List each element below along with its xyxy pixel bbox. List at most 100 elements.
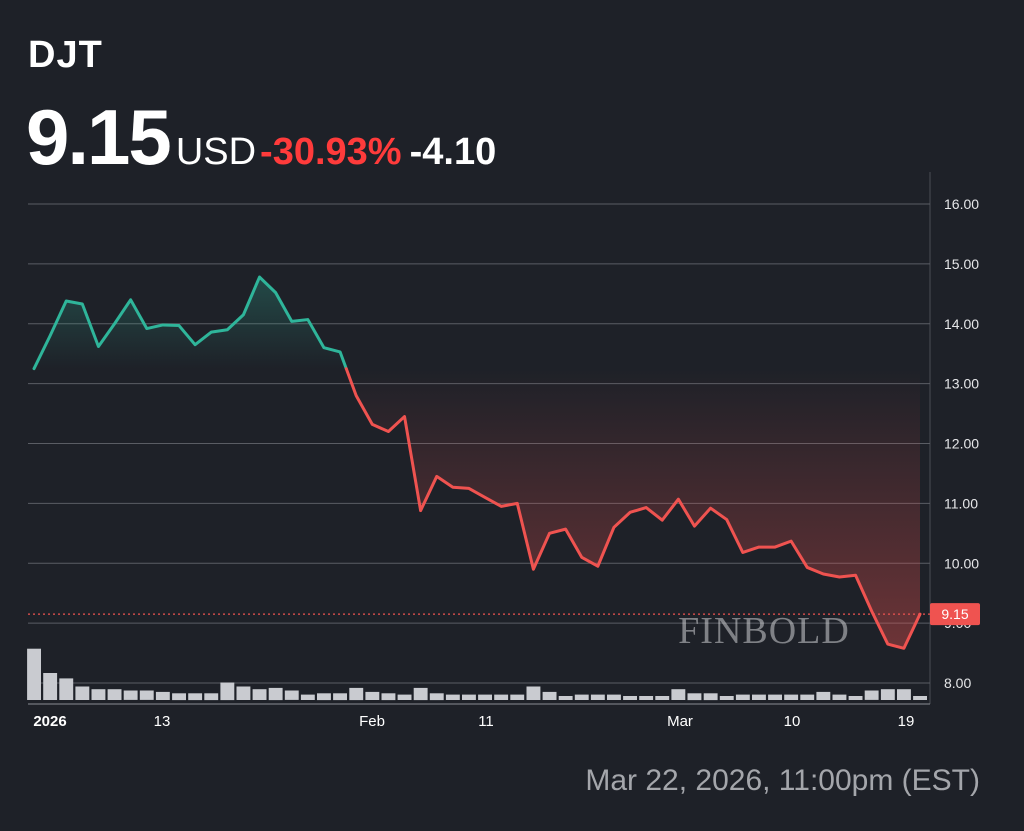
y-tick-label: 11.00 <box>944 495 978 511</box>
price-point <box>661 518 664 522</box>
price-point <box>258 275 261 279</box>
volume-bar <box>558 696 573 700</box>
volume-bar <box>735 694 750 700</box>
price-point <box>403 415 406 418</box>
volume-bar <box>284 690 299 700</box>
volume-bar <box>252 689 267 700</box>
volume-bar <box>526 686 541 700</box>
price-point <box>419 509 422 512</box>
volume-bar <box>832 694 847 700</box>
price-point <box>97 345 100 348</box>
price-point <box>693 524 696 528</box>
price-point <box>451 486 454 489</box>
volume-bar <box>703 693 718 701</box>
volume-bar <box>719 696 734 700</box>
price-point <box>467 487 471 490</box>
loss-area <box>346 368 920 649</box>
x-tick-label: 10 <box>784 713 801 730</box>
volume-bar <box>43 673 58 700</box>
ticker-symbol: DJT <box>28 34 103 76</box>
y-tick-label: 10.00 <box>944 555 979 571</box>
price-point <box>65 299 68 303</box>
price-point <box>355 394 358 397</box>
price-point <box>741 551 744 554</box>
volume-bar <box>671 689 686 700</box>
price-point <box>371 423 374 426</box>
x-tick-label: 11 <box>478 713 494 730</box>
volume-bar <box>349 687 364 701</box>
y-tick-label: 15.00 <box>944 256 979 272</box>
price-point <box>870 610 873 613</box>
price-point <box>483 496 487 499</box>
gain-area <box>34 277 347 369</box>
price-point <box>129 298 132 301</box>
price-point <box>757 545 761 549</box>
price-point <box>274 291 277 294</box>
volume-bar <box>880 689 895 700</box>
price-point <box>677 498 680 501</box>
price-point <box>306 318 310 321</box>
price-point <box>580 556 583 559</box>
change-percent: -30.93% <box>260 131 402 173</box>
volume-bar <box>204 693 219 701</box>
volume-bar <box>139 690 154 700</box>
x-tick-label: 19 <box>898 713 915 730</box>
volume-bar <box>268 687 283 701</box>
price-point <box>145 327 148 330</box>
volume-bar <box>91 689 106 700</box>
volume-bar <box>429 693 444 701</box>
x-tick-label: Feb <box>359 713 385 730</box>
y-tick-label: 16.00 <box>944 196 979 212</box>
price-point <box>516 502 519 505</box>
price-point <box>644 506 648 509</box>
price-point <box>806 566 809 569</box>
volume-bar <box>317 693 331 701</box>
price-point <box>338 350 342 354</box>
price-point <box>210 330 213 334</box>
price-point <box>32 367 36 370</box>
finbold-watermark: FINBOLD <box>678 610 850 652</box>
volume-bar <box>816 691 831 700</box>
volume-bar <box>172 693 186 701</box>
current-price-tag-label: 9.15 <box>941 606 968 622</box>
volume-bar <box>365 691 380 700</box>
price-point <box>48 334 52 337</box>
current-price: 9.15 <box>26 93 172 181</box>
price-point <box>193 343 197 346</box>
price-point <box>854 574 857 577</box>
volume-bar <box>510 694 525 700</box>
current-price-tag <box>930 603 980 626</box>
volume-bar <box>768 694 782 700</box>
volume-bar <box>188 693 203 701</box>
volume-bar <box>413 687 428 701</box>
volume-bar <box>848 696 863 700</box>
volume-bar <box>397 694 412 700</box>
price-point <box>902 647 906 650</box>
x-tick-label: Mar <box>667 713 693 730</box>
price-point <box>177 324 181 327</box>
volume-bar <box>236 686 251 700</box>
volume-bar <box>155 691 170 700</box>
volume-bar <box>639 696 654 700</box>
volume-bar <box>687 693 702 701</box>
volume-bar <box>913 696 927 700</box>
volume-bar <box>333 693 347 701</box>
volume-bar <box>784 694 799 700</box>
price-point <box>548 532 551 535</box>
change-absolute: -4.10 <box>409 131 497 173</box>
volume-bar <box>107 689 122 700</box>
volume-bar <box>623 696 637 700</box>
price-point <box>596 565 599 568</box>
x-tick-label: 2026 <box>33 713 66 730</box>
volume-bar <box>542 691 557 700</box>
volume-bar <box>607 694 621 700</box>
x-tick-label: 13 <box>154 713 171 730</box>
volume-bar <box>220 682 235 701</box>
y-tick-label: 8.00 <box>944 675 971 691</box>
volume-bar <box>445 694 460 700</box>
volume-bar <box>462 694 476 700</box>
price-point <box>387 430 390 433</box>
price-quote: 9.15 USD -30.93% -4.10 <box>26 92 496 183</box>
price-point <box>725 518 728 521</box>
price-point <box>81 302 84 306</box>
